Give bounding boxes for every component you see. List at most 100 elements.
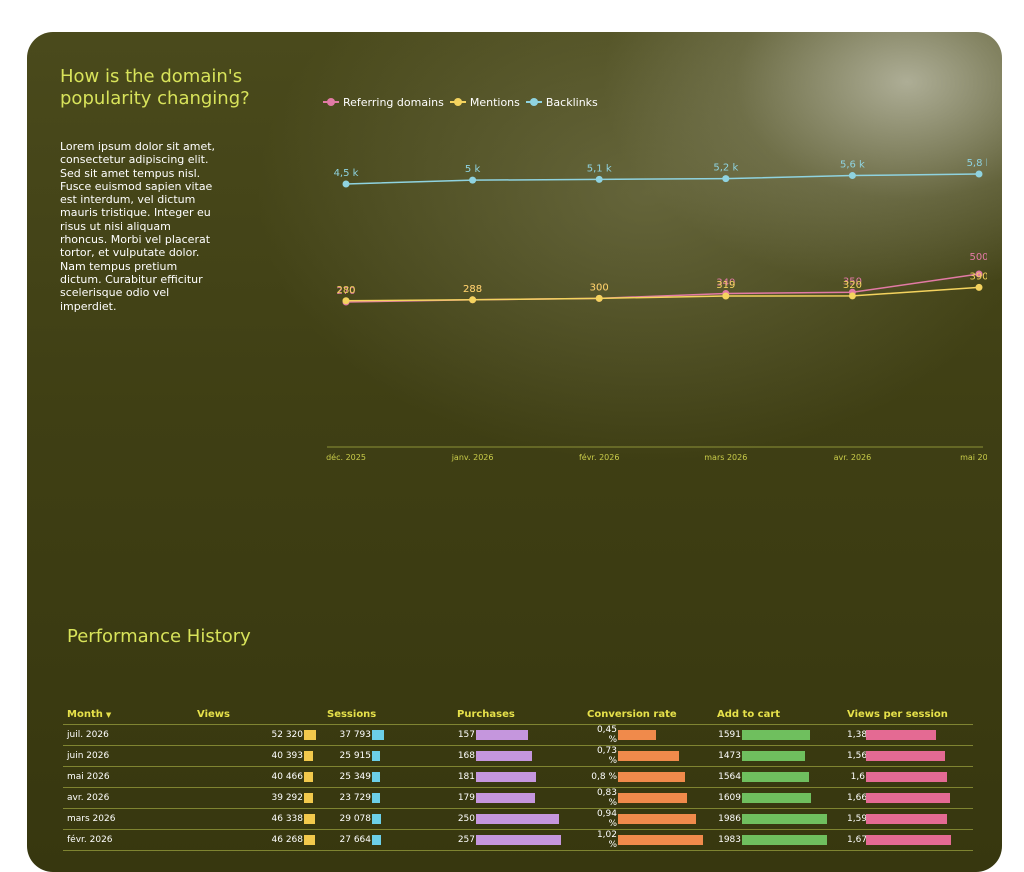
- cell-value-views: 52 320: [271, 730, 304, 740]
- cell-value-conv: 0,73 %: [596, 746, 617, 766]
- legend-item-referring-domains[interactable]: Referring domains: [323, 96, 444, 109]
- cell-vps: 1,67: [843, 835, 973, 845]
- cell-cart: 1591: [713, 730, 843, 740]
- column-header-views-per-session[interactable]: Views per session: [847, 708, 948, 720]
- x-tick-label: mai 2026: [960, 453, 987, 462]
- x-tick-label: avr. 2026: [834, 453, 872, 462]
- cell-sessions: 27 664: [323, 835, 453, 845]
- data-point-mentions: [722, 292, 730, 300]
- cell-value-vps: 1,56: [847, 751, 868, 761]
- data-label-mentions: 390: [969, 271, 987, 282]
- cell-value-views: 40 393: [271, 751, 304, 761]
- bar-conv: [618, 772, 685, 782]
- column-header-add-to-cart[interactable]: Add to cart: [717, 708, 781, 720]
- x-tick-label: mars 2026: [704, 453, 747, 462]
- cell-value-purchases: 257: [457, 835, 475, 845]
- data-point-backlinks: [469, 176, 477, 184]
- cell-month: juil. 2026: [67, 730, 109, 740]
- cell-views: 40 393: [193, 751, 323, 761]
- cell-value-cart: 1473: [718, 751, 741, 761]
- cell-value-vps: 1,6: [850, 772, 865, 782]
- chart-section-title: How is the domain's popularity changing?: [60, 66, 250, 109]
- cell-value-sessions: 23 729: [339, 793, 372, 803]
- cell-sessions: 37 793: [323, 730, 453, 740]
- cell-value-conv: 1,02 %: [596, 830, 617, 850]
- chart-legend: Referring domains Mentions Backlinks: [323, 94, 598, 110]
- data-label-referring-domains: 300: [590, 282, 609, 293]
- column-header-views[interactable]: Views: [197, 708, 230, 720]
- bar-cart: [742, 730, 811, 740]
- data-label-referring-domains: 350: [843, 276, 862, 287]
- column-header-purchases[interactable]: Purchases: [457, 708, 515, 720]
- table-row: avr. 2026 39 292 23 729 179 0,83 % 1609 1,66: [63, 788, 973, 809]
- data-label-mentions: 300: [590, 282, 609, 293]
- table-row: juin 2026 40 393 25 915 168 0,73 % 1473 1,56: [63, 746, 973, 767]
- cell-month: mai 2026: [67, 772, 110, 782]
- chart-description: Lorem ipsum dolor sit amet, consectetur …: [60, 140, 216, 313]
- bar-views: [304, 793, 313, 803]
- bar-vps: [866, 730, 937, 740]
- legend-item-backlinks[interactable]: Backlinks: [525, 95, 598, 109]
- column-header-conversion-rate[interactable]: Conversion rate: [587, 708, 677, 720]
- sort-descending-icon[interactable]: ▼: [105, 710, 112, 719]
- legend-label-referring-domains: Referring domains: [343, 95, 444, 109]
- table-row: mars 2026 46 338 29 078 250 0,94 % 1986 1,59: [63, 809, 973, 830]
- cell-value-sessions: 29 078: [339, 814, 372, 824]
- data-point-backlinks: [848, 172, 856, 180]
- table-row: juil. 2026 52 320 37 793 157 0,45 % 1591 1,38: [63, 725, 973, 746]
- cell-value-conv: 0,83 %: [596, 788, 617, 808]
- cell-vps: 1,59: [843, 814, 973, 824]
- cell-conv: 0,8 %: [583, 772, 713, 782]
- bar-views: [304, 730, 316, 740]
- cell-value-views: 46 338: [271, 814, 304, 824]
- cell-value-views: 46 268: [271, 835, 304, 845]
- data-label-backlinks: 5,8 k: [967, 158, 987, 169]
- bar-sessions: [372, 793, 380, 803]
- bar-vps: [866, 793, 951, 803]
- legend-label-backlinks: Backlinks: [545, 95, 598, 109]
- cell-views: 52 320: [193, 730, 323, 740]
- data-point-mentions: [342, 297, 350, 305]
- cell-conv: 0,45 %: [583, 725, 713, 745]
- cell-cart: 1564: [713, 772, 843, 782]
- cell-vps: 1,66: [843, 793, 973, 803]
- bar-sessions: [372, 814, 382, 824]
- cell-value-purchases: 179: [457, 793, 475, 803]
- bar-purchases: [476, 751, 532, 761]
- dashboard-card: How is the domain's popularity changing?…: [27, 32, 1002, 872]
- cell-value-cart: 1564: [718, 772, 741, 782]
- data-label-referring-domains: 340: [716, 277, 735, 288]
- column-header-sessions[interactable]: Sessions: [327, 708, 377, 720]
- table-body: juil. 2026 52 320 37 793 157 0,45 % 1591 1,38 j…: [63, 725, 973, 851]
- data-point-referring-domains: [975, 270, 983, 278]
- cell-month: juin 2026: [67, 751, 110, 761]
- x-tick-label: févr. 2026: [579, 452, 619, 462]
- cell-value-purchases: 168: [457, 751, 475, 761]
- cell-value-vps: 1,66: [847, 793, 868, 803]
- legend-item-mentions[interactable]: Mentions: [449, 95, 520, 109]
- data-label-backlinks: 4,5 k: [334, 168, 359, 179]
- data-label-referring-domains: 288: [463, 284, 482, 295]
- cell-value-conv: 0,94 %: [596, 809, 617, 829]
- legend-label-mentions: Mentions: [469, 95, 520, 109]
- cell-cart: 1983: [713, 835, 843, 845]
- cell-value-purchases: 250: [457, 814, 475, 824]
- data-label-mentions: 280: [336, 285, 355, 296]
- bar-conv: [618, 814, 697, 824]
- cell-value-conv: 0,8 %: [591, 772, 617, 782]
- bar-purchases: [476, 814, 559, 824]
- cell-vps: 1,56: [843, 751, 973, 761]
- cell-sessions: 25 349: [323, 772, 453, 782]
- data-label-mentions: 320: [843, 280, 862, 291]
- data-point-mentions: [975, 283, 983, 291]
- column-header-month-label: Month: [67, 708, 103, 720]
- cell-value-sessions: 25 349: [339, 772, 372, 782]
- data-label-backlinks: 5,1 k: [587, 163, 612, 174]
- bar-cart: [742, 814, 827, 824]
- cell-month: mars 2026: [67, 814, 116, 824]
- cell-sessions: 25 915: [323, 751, 453, 761]
- column-header-month[interactable]: Month ▼: [63, 709, 193, 720]
- bar-purchases: [476, 793, 536, 803]
- data-label-backlinks: 5 k: [465, 164, 481, 175]
